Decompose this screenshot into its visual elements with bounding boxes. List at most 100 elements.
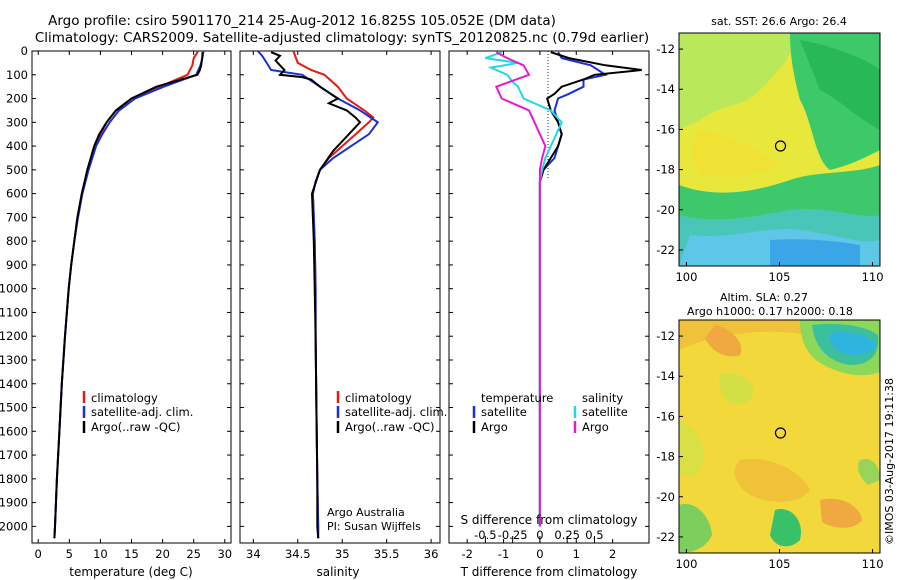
- legend-salinity-title: salinity: [582, 391, 623, 405]
- x-tick-label: 30: [217, 547, 232, 561]
- map-y-tick-label: -12: [656, 42, 675, 56]
- depth-tick-label: 200: [6, 92, 28, 106]
- temperature-x-axis: 0 5 10 15 20 25 30: [35, 51, 232, 561]
- salinity-x-axis: 34 34.5 35 35.5 36: [246, 51, 438, 561]
- map-x-tick-label: 110: [862, 270, 884, 284]
- top-tick-label: 0: [536, 528, 543, 542]
- profile-location-marker: [774, 427, 787, 439]
- x-tick-label: 5: [66, 547, 73, 561]
- depth-tick-label: 600: [6, 187, 28, 201]
- x-tick-label: 2: [609, 547, 616, 561]
- series-line-satellite-adj-clim-: [53, 50, 205, 539]
- x-tick-label: 15: [124, 547, 139, 561]
- map-x-tick-label: 105: [769, 270, 791, 284]
- series-line-temperature-argo: [538, 51, 642, 527]
- map-x-tick-label: 105: [769, 557, 791, 571]
- depth-tick-label: 100: [6, 68, 28, 82]
- x-tick-label: 34: [246, 547, 261, 561]
- x-tick-label: 10: [93, 547, 108, 561]
- difference-panel: -2 -1 0 1 2 -0.5 -0.25 0 0.25 0.5 T difference f…: [448, 50, 650, 579]
- header-line-2: Climatology: CARS2009. Satellite-adjuste…: [35, 30, 649, 46]
- x-tick-label: 35: [335, 547, 350, 561]
- top-tick-label: 0.5: [585, 528, 603, 542]
- sst-map-title: sat. SST: 26.6 Argo: 26.4: [711, 15, 847, 28]
- top-tick-label: -0.5: [474, 528, 496, 542]
- legend-climatology-label: climatology: [91, 391, 158, 405]
- difference-plot-frame: [448, 50, 650, 544]
- depth-tick-label: 2000: [0, 519, 28, 533]
- series-line-salinity-satellite: [485, 51, 563, 527]
- x-tick-label: 1: [573, 547, 580, 561]
- x-tick-label: 34.5: [285, 547, 311, 561]
- difference-top-label: S difference from climatology: [461, 513, 638, 527]
- depth-tick-label: 1900: [0, 496, 28, 510]
- depth-tick-label: 1800: [0, 472, 28, 486]
- temperature-panel: 0100200300400500600700800900100011001200…: [0, 44, 649, 579]
- salinity-difference-axis: -0.5 -0.25 0 0.25 0.5: [474, 528, 604, 543]
- depth-tick-label: 1500: [0, 401, 28, 415]
- map-y-tick-label: -22: [656, 530, 675, 544]
- legend-argo-label: Argo(..raw -QC): [91, 420, 181, 434]
- salinity-x-label: salinity: [316, 565, 359, 579]
- profile-location-marker: [774, 140, 787, 152]
- series-line-argo-raw-qc-: [53, 52, 204, 539]
- x-tick-label: 0: [536, 547, 543, 561]
- map-y-tick-label: -14: [656, 82, 675, 96]
- series-line-climatology: [292, 50, 375, 539]
- depth-tick-label: 700: [6, 210, 28, 224]
- sst-heatmap: [679, 33, 880, 266]
- depth-tick-label: 300: [6, 115, 28, 129]
- map-y-tick-label: -20: [656, 203, 675, 217]
- salinity-plot-frame: [239, 50, 441, 544]
- depth-tick-label: 500: [6, 163, 28, 177]
- depth-tick-label: 0: [21, 44, 28, 58]
- legend-satellite-label: satellite-adj. clim.: [91, 405, 193, 419]
- difference-legend: temperature salinity satellite Argo sate…: [472, 391, 628, 434]
- map-y-tick-label: -22: [656, 243, 675, 257]
- legend-satellite-label: satellite-adj. clim.: [345, 405, 447, 419]
- annotation-argo-australia: Argo Australia: [327, 506, 405, 519]
- salinity-panel: 34 34.5 35 35.5 36 salinity climatology sate…: [239, 50, 447, 579]
- difference-x-label: T difference from climatology: [460, 565, 638, 579]
- temperature-profiles: [53, 50, 205, 539]
- depth-tick-label: 1400: [0, 377, 28, 391]
- legend-sal-argo-label: Argo: [582, 420, 609, 434]
- sst-map: sat. SST: 26.6 Argo: 26.4 100 105 110 -12 -1…: [656, 15, 883, 284]
- x-tick-label: 25: [186, 547, 201, 561]
- top-tick-label: -0.25: [498, 528, 528, 542]
- temperature-legend: climatology satellite-adj. clim. Argo(..…: [82, 391, 193, 434]
- legend-temp-satellite-label: satellite: [481, 405, 527, 419]
- legend-argo-label: Argo(..raw -QC): [345, 420, 435, 434]
- depth-tick-label: 900: [6, 258, 28, 272]
- temperature-x-label: temperature (deg C): [69, 565, 192, 579]
- map-y-tick-label: -12: [656, 329, 675, 343]
- depth-tick-label: 1700: [0, 448, 28, 462]
- x-tick-label: 20: [155, 547, 170, 561]
- series-line-argo-raw-qc-: [270, 51, 362, 539]
- sst-map-axes: 100 105 110 -12 -14 -16 -18 -20 -22: [656, 42, 883, 284]
- map-y-tick-label: -18: [656, 450, 675, 464]
- depth-tick-label: 800: [6, 234, 28, 248]
- map-y-tick-label: -18: [656, 163, 675, 177]
- annotation-pi: PI: Susan Wijffels: [327, 520, 421, 533]
- x-tick-label: 35.5: [374, 547, 400, 561]
- x-tick-label: 0: [35, 547, 42, 561]
- sla-map-title: Altim. SLA: 0.27: [720, 291, 808, 304]
- salinity-profiles: [257, 50, 380, 539]
- map-x-tick-label: 110: [862, 557, 884, 571]
- depth-tick-label: 400: [6, 139, 28, 153]
- imos-credit: ©IMOS 03-Aug-2017 19:11:38: [883, 378, 896, 545]
- depth-tick-label: 1300: [0, 353, 28, 367]
- difference-profiles: [485, 51, 642, 527]
- legend-temperature-title: temperature: [481, 391, 553, 405]
- map-y-tick-label: -14: [656, 369, 675, 383]
- difference-x-axis: -2 -1 0 1 2: [461, 51, 616, 561]
- header-line-1: Argo profile: csiro 5901170_214 25-Aug-2…: [48, 13, 556, 29]
- depth-axis: 0 100 200 300 400 500 600 700 800 900 1000 1100 1200…: [0, 44, 649, 533]
- legend-sal-satellite-label: satellite: [582, 405, 628, 419]
- sla-map-axes: 100 105 110 -12 -14 -16 -18 -20 -22: [656, 329, 883, 571]
- sla-map-subtitle: Argo h1000: 0.17 h2000: 0.18: [687, 305, 853, 318]
- depth-tick-label: 1200: [0, 329, 28, 343]
- map-x-tick-label: 100: [675, 270, 697, 284]
